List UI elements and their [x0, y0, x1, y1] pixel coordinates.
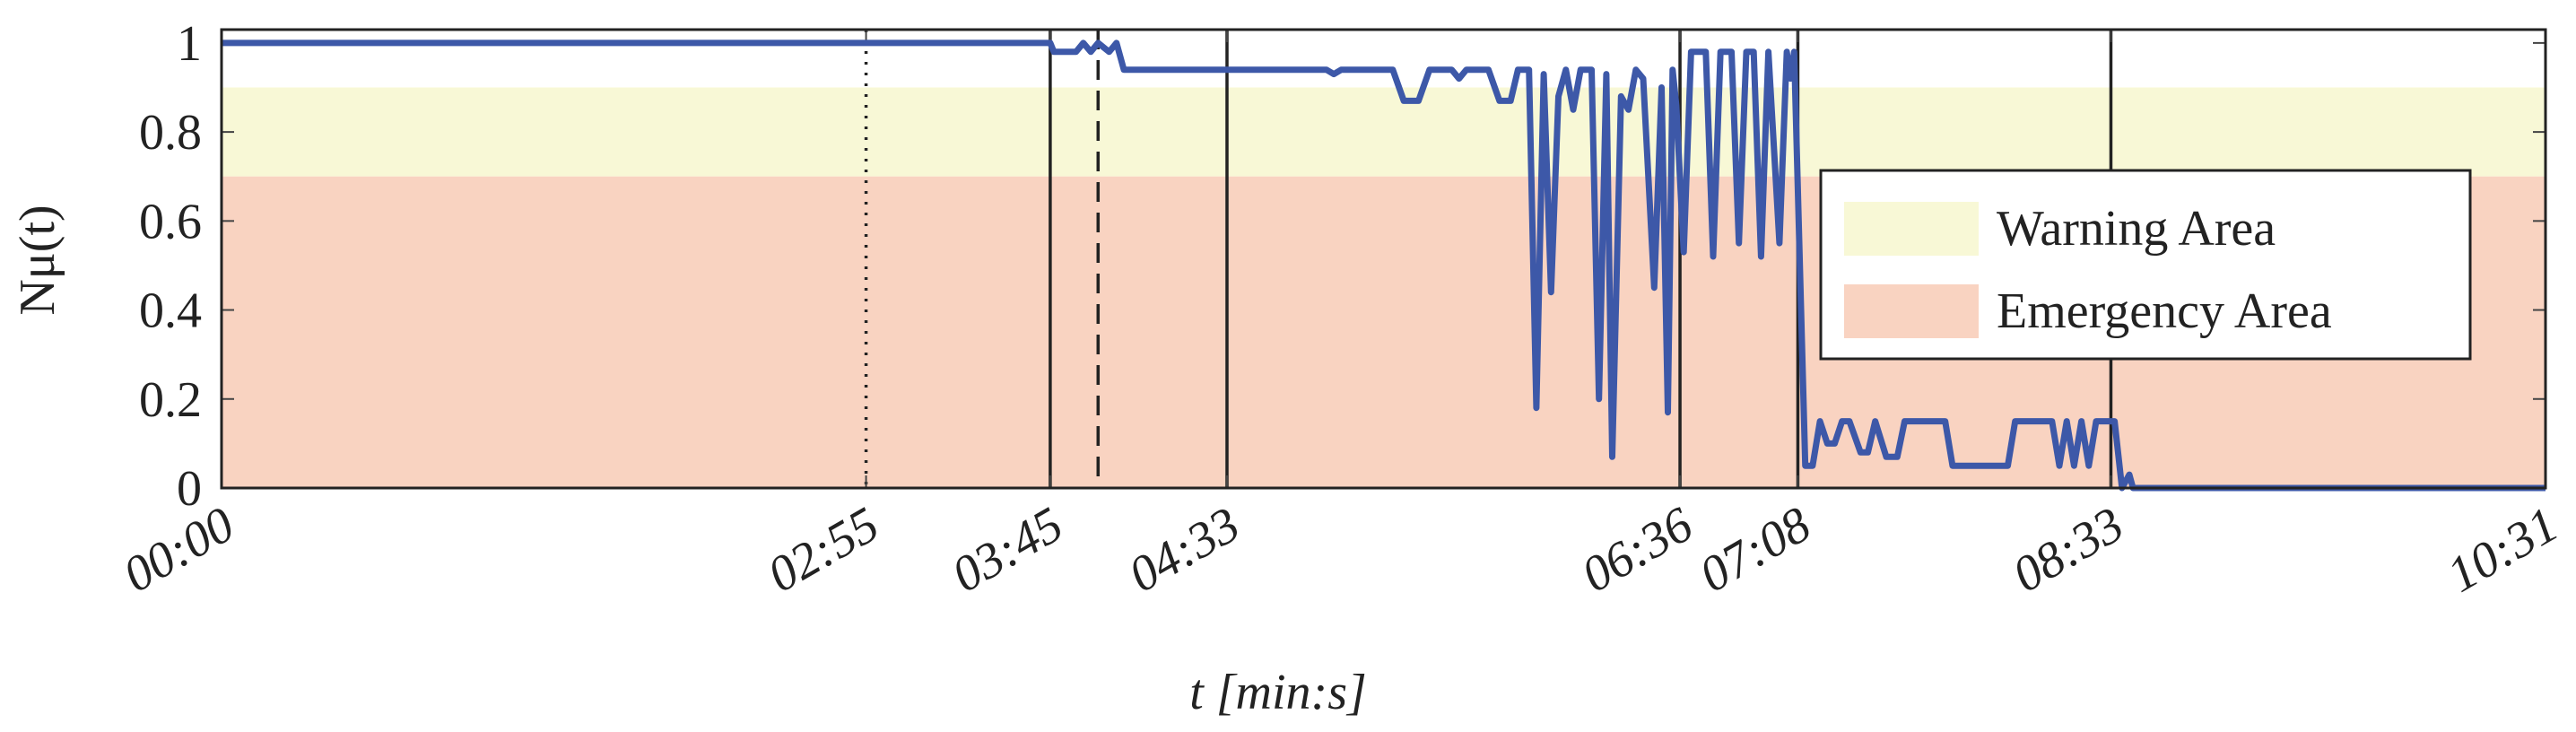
plot-frame: [220, 28, 2547, 490]
legend-swatch: [1844, 202, 1979, 256]
legend-label: Emergency Area: [1997, 283, 2332, 339]
x-tick-label: 03:45: [943, 497, 1072, 604]
y-tick-label: 0: [177, 461, 202, 517]
x-tick-label: 07:08: [1691, 497, 1820, 604]
x-tick-label: 04:33: [1119, 497, 1249, 604]
legend-label: Warning Area: [1997, 201, 2276, 257]
x-tick-label: 06:36: [1572, 497, 1701, 604]
y-tick-label: 0.4: [139, 283, 202, 339]
y-axis-label: Nμ(t): [10, 205, 65, 315]
y-tick-label: 0.2: [139, 372, 202, 428]
data-line: [222, 39, 2546, 492]
x-axis-label: t [min:s]: [1189, 665, 1367, 720]
legend-swatch: [1844, 284, 1979, 338]
y-tick-label: 0.8: [139, 105, 202, 161]
x-tick-label: 10:31: [2438, 497, 2567, 604]
x-tick-label: 08:33: [2004, 497, 2133, 604]
y-tick-label: 1: [177, 16, 202, 72]
band: [222, 87, 2546, 177]
y-tick-label: 0.6: [139, 194, 202, 249]
x-tick-label: 02:55: [759, 497, 888, 604]
